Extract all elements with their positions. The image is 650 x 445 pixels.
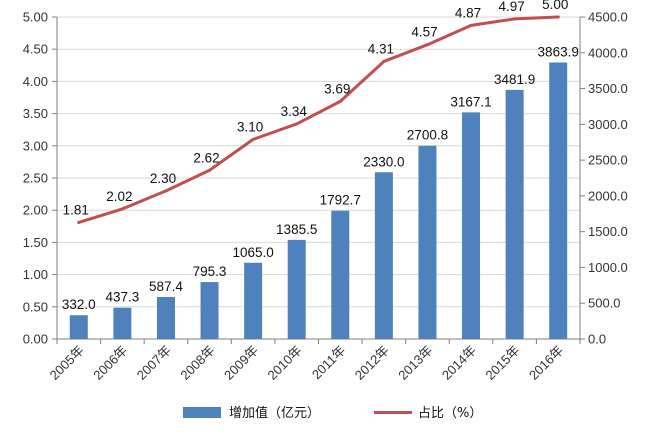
left-tick-label: 5.00 xyxy=(23,10,48,25)
x-tick-label: 2007年 xyxy=(134,343,174,383)
bar xyxy=(418,145,437,339)
gridlines xyxy=(57,16,580,340)
line-point xyxy=(513,17,517,21)
line-point xyxy=(382,59,386,63)
x-tick-label: 2005年 xyxy=(47,343,87,383)
legend: 增加值（亿元） 占比（%） xyxy=(183,405,482,421)
legend-label-bar: 增加值（亿元） xyxy=(229,405,320,421)
x-tick-label: 2008年 xyxy=(177,343,217,383)
bar-value-label: 587.4 xyxy=(149,279,183,294)
line-value-label: 4.57 xyxy=(411,25,437,40)
line-value-label: 5.00 xyxy=(542,0,568,12)
left-tick-label: 0.50 xyxy=(23,299,48,314)
x-tick-label: 2010年 xyxy=(265,343,305,383)
line-point xyxy=(425,43,429,47)
line-value-label: 3.34 xyxy=(281,104,308,119)
bar xyxy=(331,210,350,339)
bar-value-label: 1792.7 xyxy=(320,193,361,208)
bar xyxy=(505,89,524,339)
right-tick-label: 3500.0 xyxy=(588,81,628,96)
bar-value-label: 1065.0 xyxy=(232,245,273,260)
line-point xyxy=(164,189,168,193)
x-axis: 2005年 2006年 2007年 2008年 2009年 2010年 2011年 2012年… xyxy=(47,339,581,383)
x-tick-label: 2014年 xyxy=(439,343,479,383)
line-value-label: 2.02 xyxy=(106,189,132,204)
bar xyxy=(374,172,393,339)
line-value-label: 4.87 xyxy=(455,5,481,20)
line-data-labels: 1.81 2.02 2.30 2.62 3.10 3.34 3.69 4.31 4.57 4.87… xyxy=(63,0,569,217)
left-tick-label: 4.00 xyxy=(23,74,48,89)
bar xyxy=(287,239,306,339)
bar-value-label: 2700.8 xyxy=(407,128,448,143)
x-tick-label: 2006年 xyxy=(90,343,130,383)
left-tick-label: 2.00 xyxy=(23,203,48,218)
right-tick-label: 4000.0 xyxy=(588,45,628,60)
line-point xyxy=(208,168,212,172)
right-tick-label: 2500.0 xyxy=(588,153,628,168)
line-point xyxy=(338,99,342,103)
bar-value-label: 332.0 xyxy=(62,297,96,312)
right-tick-label: 2000.0 xyxy=(588,188,628,203)
line-point xyxy=(77,220,81,224)
bar-value-label: 2330.0 xyxy=(363,154,404,169)
line-value-label: 4.31 xyxy=(368,41,394,56)
left-tick-label: 1.00 xyxy=(23,267,48,282)
bar xyxy=(69,315,88,339)
left-tick-label: 2.50 xyxy=(23,171,48,186)
line-value-label: 1.81 xyxy=(63,202,89,217)
bar-value-label: 795.3 xyxy=(193,264,227,279)
right-tick-label: 3000.0 xyxy=(588,117,628,132)
left-tick-label: 1.50 xyxy=(23,235,48,250)
right-y-axis: 0.0 500.0 1000.0 1500.0 2000.0 2500.0 3000.0 35… xyxy=(579,10,628,347)
bar xyxy=(113,307,132,339)
bar-value-label: 3167.1 xyxy=(450,94,491,109)
legend-label-line: 占比（%） xyxy=(418,406,482,421)
left-y-axis: 0.00 0.50 1.00 1.50 2.00 2.50 3.00 3.50 4.00 4.50… xyxy=(23,10,58,347)
right-tick-label: 4500.0 xyxy=(588,10,628,25)
right-tick-label: 500.0 xyxy=(588,296,621,311)
bar-value-label: 437.3 xyxy=(105,290,139,305)
line-point xyxy=(469,23,473,27)
left-tick-label: 3.50 xyxy=(23,106,48,121)
line-series xyxy=(77,15,560,224)
legend-swatch-bar xyxy=(183,407,221,418)
x-tick-label: 2009年 xyxy=(221,343,261,383)
x-tick-label: 2013年 xyxy=(395,343,435,383)
bar-value-label: 3863.9 xyxy=(538,45,579,60)
bar xyxy=(156,296,175,339)
bar-value-label: 1385.5 xyxy=(276,222,317,237)
x-tick-label: 2011年 xyxy=(309,343,349,383)
line-point xyxy=(251,137,255,141)
line-value-label: 4.97 xyxy=(498,0,524,14)
line-value-label: 2.30 xyxy=(150,171,176,186)
bar-value-label: 3481.9 xyxy=(494,72,535,87)
right-tick-label: 1500.0 xyxy=(588,224,628,239)
line-value-label: 3.69 xyxy=(324,81,350,96)
line-path xyxy=(77,15,560,224)
bar xyxy=(549,62,568,340)
left-tick-label: 0.00 xyxy=(23,332,48,347)
x-tick-label: 2016年 xyxy=(526,343,566,383)
bar xyxy=(200,282,219,339)
line-point xyxy=(120,207,124,211)
bar xyxy=(462,112,481,339)
bar-series xyxy=(69,62,568,340)
x-tick-label: 2015年 xyxy=(482,343,522,383)
bar xyxy=(244,262,263,339)
left-tick-label: 4.50 xyxy=(23,42,48,57)
line-point xyxy=(556,15,560,19)
left-tick-label: 3.00 xyxy=(23,138,48,153)
line-value-label: 3.10 xyxy=(237,119,263,134)
x-tick-label: 2012年 xyxy=(352,343,392,383)
right-tick-label: 1000.0 xyxy=(588,260,628,275)
line-point xyxy=(295,122,299,126)
line-value-label: 2.62 xyxy=(193,150,219,165)
right-tick-label: 0.0 xyxy=(588,332,606,347)
